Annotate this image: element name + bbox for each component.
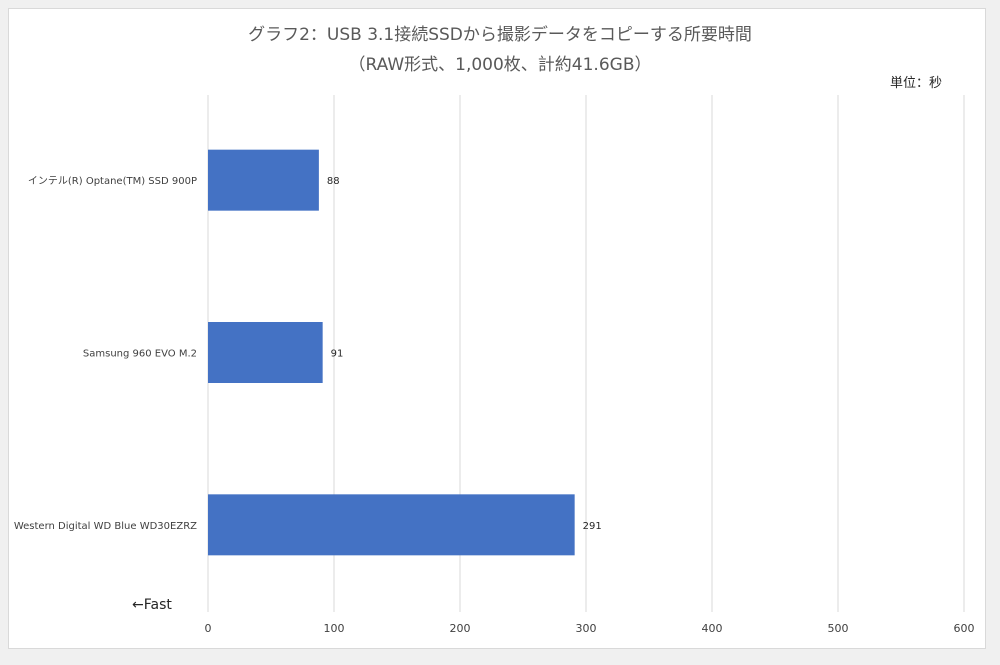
x-tick-label: 500 [828,622,849,635]
bar [208,494,575,556]
unit-label: 単位：秒 [890,76,943,91]
category-label: Western Digital WD Blue WD30EZRZ [14,521,197,532]
x-tick-label: 0 [205,622,212,635]
category-label: インテル(R) Optane(TM) SSD 900P [28,176,197,187]
x-tick-label: 400 [702,622,723,635]
bar [208,149,319,211]
bar [208,322,323,383]
data-label: 291 [583,521,602,532]
x-tick-label: 300 [576,622,597,635]
chart-title: グラフ2：USB 3.1接続SSDから撮影データをコピーする所要時間 [248,25,752,45]
data-label: 88 [327,176,340,187]
data-label: 91 [331,349,344,360]
x-tick-label: 200 [450,622,471,635]
x-tick-label: 600 [954,622,975,635]
category-label: Samsung 960 EVO M.2 [83,349,197,360]
chart-subtitle: （RAW形式、1,000枚、計約41.6GB） [348,55,652,75]
fast-direction-label: ←Fast [132,597,172,613]
x-tick-label: 100 [324,622,345,635]
